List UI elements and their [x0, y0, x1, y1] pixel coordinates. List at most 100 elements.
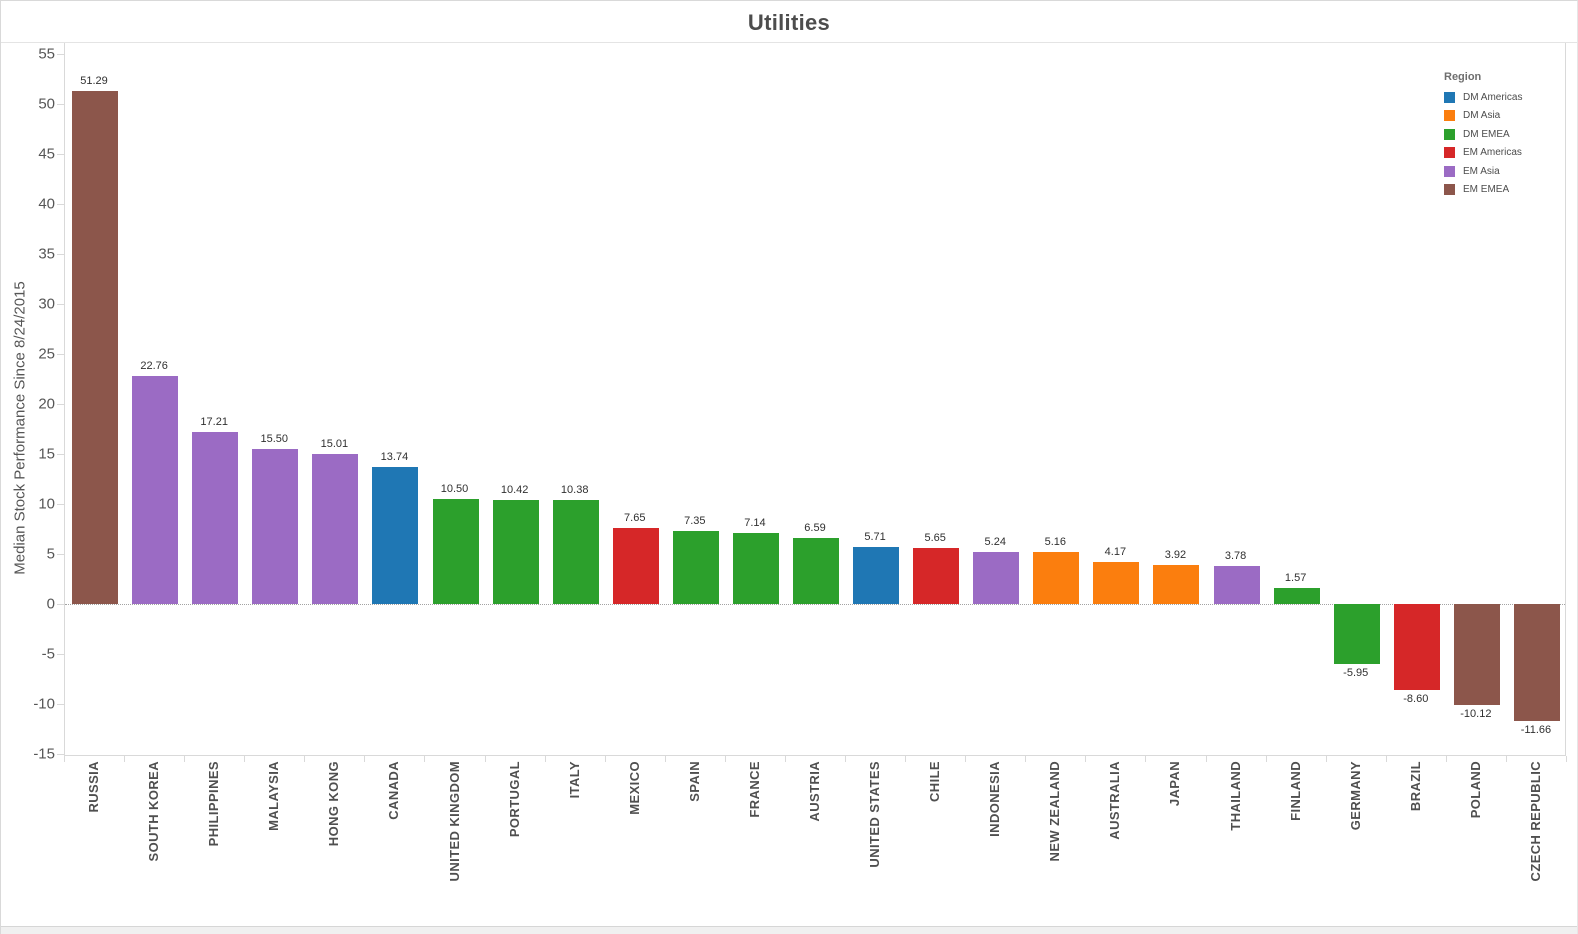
bar-brazil[interactable]: [1393, 604, 1440, 690]
bottom-scroll-strip[interactable]: [1, 926, 1577, 934]
bar-japan[interactable]: [1153, 564, 1200, 604]
legend-swatch-icon: [1444, 91, 1455, 103]
bar-value-label-indonesia: 5.24: [984, 535, 1006, 548]
x-tick-mark: [1566, 756, 1567, 762]
x-axis-label-malaysia: MALAYSIA: [266, 761, 282, 831]
x-axis-label-hong-kong: HONG KONG: [326, 761, 342, 847]
bar-indonesia[interactable]: [973, 551, 1020, 604]
bar-value-label-portugal: 10.42: [500, 483, 529, 496]
legend-item-dm-asia[interactable]: DM Asia: [1444, 107, 1522, 126]
bar-canada[interactable]: [372, 466, 419, 604]
bar-portugal[interactable]: [492, 499, 539, 604]
bar-thailand[interactable]: [1213, 566, 1260, 604]
x-axis-label-spain: SPAIN: [686, 761, 702, 802]
x-tick-mark: [124, 756, 126, 762]
x-tick-mark: [905, 756, 907, 762]
y-tick-mark: [57, 454, 64, 455]
bar-value-label-russia: 51.29: [80, 75, 108, 88]
bar-value-label-new-zealand: 5.16: [1044, 536, 1067, 549]
bar-australia[interactable]: [1093, 562, 1140, 604]
y-tick-label--10: -10: [33, 695, 55, 713]
x-tick-mark: [604, 756, 606, 762]
legend-item-em-emea[interactable]: EM EMEA: [1444, 181, 1522, 200]
bar-austria[interactable]: [793, 538, 839, 604]
bar-germany[interactable]: [1333, 604, 1380, 664]
bar-chile[interactable]: [913, 547, 960, 604]
bar-value-label-poland: -10.12: [1460, 708, 1492, 721]
y-tick-mark: [57, 154, 64, 155]
x-tick-mark: [64, 756, 65, 762]
x-axis-label-philippines: PHILIPPINES: [206, 761, 222, 847]
bar-spain[interactable]: [672, 530, 719, 604]
bar-value-label-united-kingdom: 10.50: [440, 483, 469, 495]
y-tick-mark: [57, 104, 64, 105]
y-tick-mark: [57, 504, 64, 505]
x-tick-mark: [1085, 756, 1087, 762]
legend-swatch-icon: [1444, 110, 1455, 122]
bar-united-kingdom[interactable]: [432, 499, 479, 604]
x-axis-label-france: FRANCE: [746, 761, 762, 818]
legend-item-label: EM EMEA: [1463, 184, 1510, 196]
y-tick-label--15: -15: [33, 745, 55, 763]
x-tick-mark: [424, 756, 426, 762]
bar-value-label-japan: 3.92: [1164, 548, 1187, 561]
legend-item-em-americas[interactable]: EM Americas: [1444, 144, 1522, 163]
x-tick-mark: [1325, 756, 1327, 762]
bar-value-label-australia: 4.17: [1104, 546, 1127, 559]
x-tick-mark: [664, 756, 666, 762]
x-tick-mark: [1265, 756, 1267, 762]
bar-italy[interactable]: [552, 500, 599, 604]
bar-philippines[interactable]: [192, 431, 239, 604]
bar-value-label-malaysia: 15.50: [260, 433, 289, 445]
bar-value-label-philippines: 17.21: [200, 415, 228, 428]
legend-swatch-icon: [1444, 128, 1455, 140]
x-tick-mark: [1205, 756, 1207, 762]
x-axis-label-australia: AUSTRALIA: [1107, 761, 1123, 840]
y-tick-mark: [57, 204, 64, 205]
zero-baseline: [65, 604, 1565, 605]
y-tick-mark: [57, 754, 64, 755]
bar-malaysia[interactable]: [252, 449, 299, 604]
bar-value-label-brazil: -8.60: [1403, 693, 1429, 705]
bar-value-label-finland: 1.57: [1284, 572, 1307, 585]
legend-item-dm-americas[interactable]: DM Americas: [1444, 88, 1522, 107]
bar-new-zealand[interactable]: [1033, 552, 1080, 604]
bar-united-states[interactable]: [853, 546, 900, 604]
y-tick-label-5: 5: [46, 545, 55, 563]
legend-swatch-icon: [1444, 147, 1455, 159]
y-tick-mark: [57, 304, 64, 305]
y-tick-label-35: 35: [38, 245, 55, 263]
x-tick-mark: [544, 756, 546, 762]
legend-item-dm-emea[interactable]: DM EMEA: [1444, 125, 1522, 144]
bar-value-label-thailand: 3.78: [1224, 550, 1247, 563]
bar-value-label-united-states: 5.71: [864, 530, 886, 543]
y-tick-mark: [57, 354, 64, 355]
bar-finland[interactable]: [1273, 588, 1320, 604]
bar-poland[interactable]: [1453, 604, 1500, 706]
x-tick-mark: [1025, 756, 1027, 762]
bar-russia[interactable]: [72, 91, 119, 604]
legend-item-label: DM Asia: [1463, 110, 1501, 122]
y-tick-label-25: 25: [38, 345, 55, 363]
x-tick-mark: [845, 756, 847, 762]
legend-swatch-icon: [1444, 184, 1455, 196]
x-axis-label-finland: FINLAND: [1287, 761, 1303, 821]
bar-france[interactable]: [732, 532, 779, 604]
legend-item-em-asia[interactable]: EM Asia: [1444, 162, 1522, 181]
bar-mexico[interactable]: [612, 527, 659, 604]
bar-hong-kong[interactable]: [312, 453, 359, 604]
bar-south-korea[interactable]: [132, 376, 179, 604]
y-tick-label-30: 30: [38, 295, 55, 313]
y-tick-mark: [57, 404, 64, 405]
bar-value-label-south-korea: 22.76: [140, 360, 168, 373]
y-tick-label-55: 55: [38, 45, 55, 63]
bar-value-label-chile: 5.65: [924, 531, 946, 544]
x-axis-label-chile: CHILE: [927, 761, 943, 802]
bar-value-label-hong-kong: 15.01: [320, 437, 349, 450]
bar-value-label-france: 7.14: [744, 516, 766, 529]
legend-item-label: EM Asia: [1463, 165, 1500, 177]
x-axis-label-canada: CANADA: [386, 761, 402, 820]
x-axis-label-indonesia: INDONESIA: [987, 761, 1003, 837]
bar-czech-republic[interactable]: [1513, 604, 1560, 721]
x-axis-label-thailand: THAILAND: [1227, 761, 1243, 831]
